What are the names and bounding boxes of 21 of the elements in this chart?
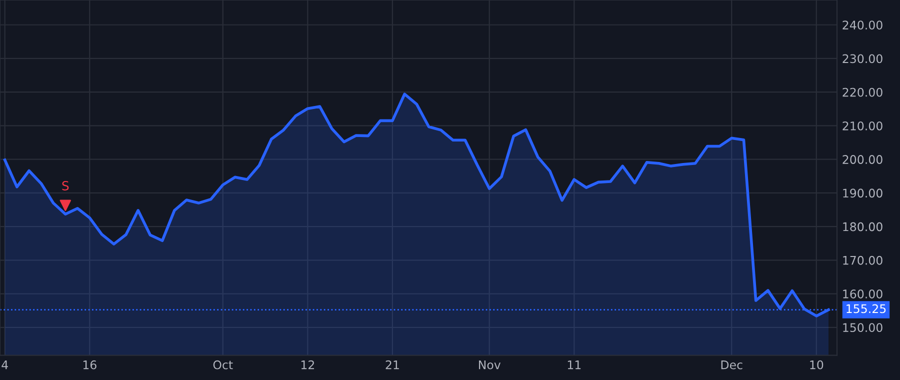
y-tick-label: 150.00 (843, 323, 882, 332)
y-tick-label: 190.00 (843, 188, 882, 198)
y-tick-label: 200.00 (842, 155, 882, 164)
y-tick-label: 160.00 (843, 290, 882, 298)
y-tick-label: 210.00 (842, 121, 882, 130)
x-tick-label: 10 (810, 360, 824, 370)
y-tick-label: 180.00 (843, 222, 882, 232)
y-tick-label: 240.00 (842, 20, 882, 30)
x-tick-label: 4 (2, 360, 8, 370)
y-tick-label: 220.00 (842, 88, 882, 97)
ref-line-label: 155.25 (846, 304, 886, 314)
series-label: S (62, 181, 69, 190)
x-tick-label: Oct (213, 360, 233, 370)
y-tick-label: 170.00 (843, 256, 882, 265)
y-tick-label: 230.00 (842, 54, 882, 64)
x-tick-label: 16 (83, 360, 96, 370)
x-tick-label: 11 (568, 360, 581, 370)
x-tick-label: Nov (478, 360, 501, 370)
x-tick-label: Dec (721, 360, 742, 370)
x-tick-label: 12 (301, 360, 314, 370)
x-tick-label: 21 (386, 360, 399, 370)
